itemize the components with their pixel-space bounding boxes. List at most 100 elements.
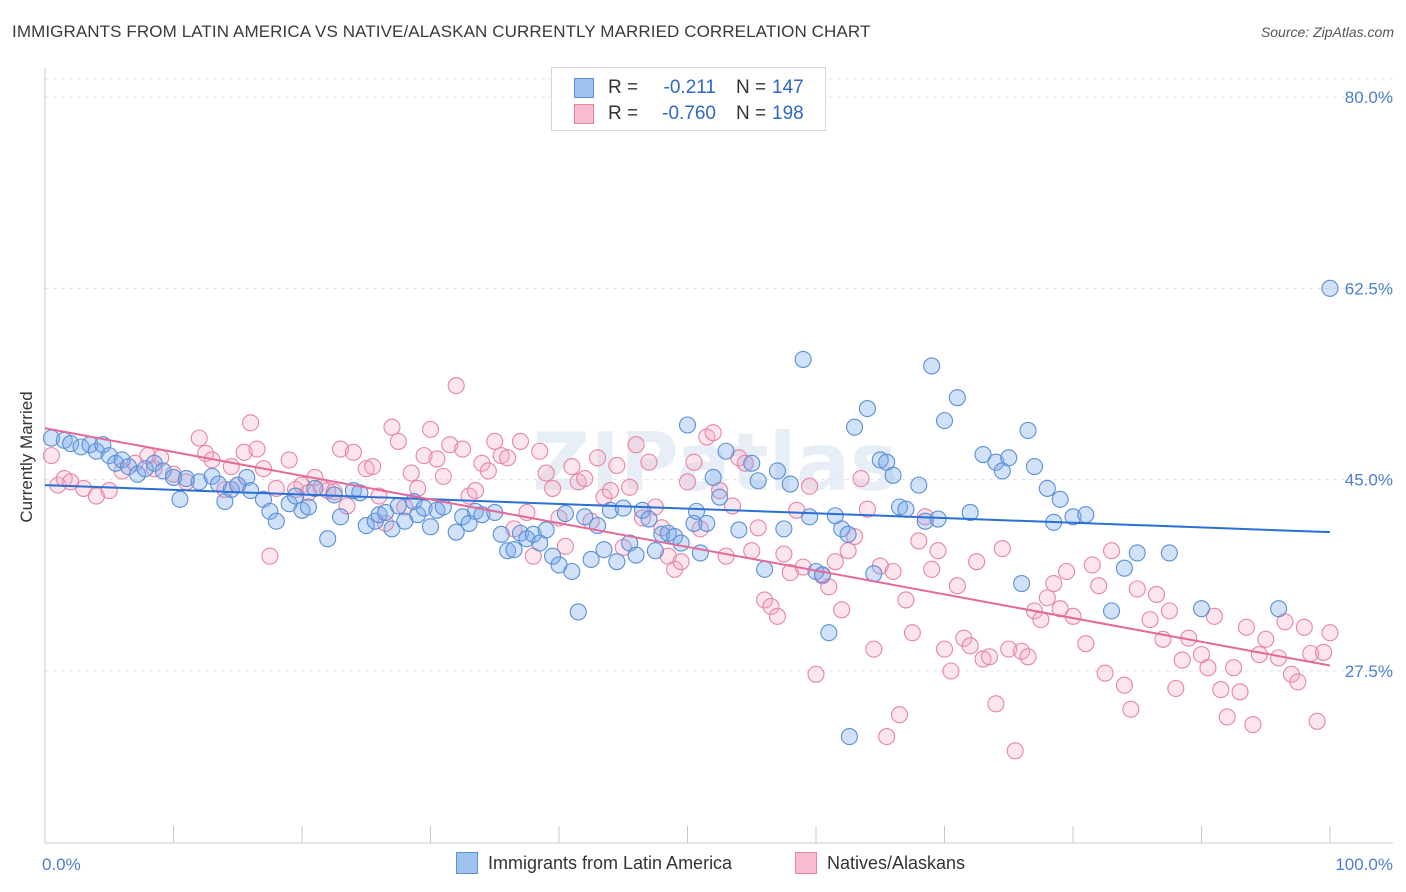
series-legend-immigrants: Immigrants from Latin America — [456, 852, 732, 874]
blue-point — [1103, 602, 1121, 620]
pink-point — [1006, 742, 1024, 760]
pink-point — [852, 470, 870, 488]
pink-point — [531, 442, 549, 460]
pink-point — [884, 562, 902, 581]
blue-point — [261, 502, 279, 520]
legend-r-label: R = — [608, 103, 639, 124]
legend-n-value: 147 — [772, 77, 804, 98]
pink-point — [1115, 676, 1133, 694]
pink-point — [858, 500, 876, 518]
blue-point — [1019, 421, 1037, 440]
blue-point — [242, 482, 260, 500]
blue-point — [672, 534, 690, 552]
pink-point — [1083, 556, 1101, 574]
blue-point — [801, 508, 819, 526]
series-legend-natives: Natives/Alaskans — [795, 852, 965, 874]
trend-line-blue — [44, 484, 1331, 534]
blue-point — [871, 451, 889, 469]
pink-point — [1257, 630, 1275, 648]
pink-point — [441, 436, 459, 454]
pink-point — [75, 479, 93, 497]
blue-point — [974, 445, 992, 464]
blue-point — [447, 523, 465, 541]
pink-point — [1141, 611, 1159, 629]
blue-point — [839, 525, 857, 543]
blue-point — [421, 518, 440, 536]
pink-point — [344, 443, 362, 461]
pink-point — [608, 456, 626, 475]
pink-point — [807, 665, 825, 683]
series-swatch-pink — [795, 852, 817, 874]
pink-point — [601, 482, 619, 500]
blue-point — [608, 553, 626, 571]
pink-point — [910, 532, 928, 550]
pink-point — [1167, 679, 1185, 698]
blue-point — [569, 603, 587, 621]
blue-point — [749, 472, 767, 490]
y-tick-label: 80.0% — [1345, 88, 1393, 107]
pink-point — [672, 553, 690, 571]
series-swatch-blue — [456, 852, 478, 874]
blue-point — [813, 566, 831, 584]
blue-point — [961, 503, 979, 522]
pink-point — [1289, 673, 1307, 691]
pink-point — [383, 418, 401, 436]
pink-point — [717, 547, 735, 565]
chart-title: IMMIGRANTS FROM LATIN AMERICA VS NATIVE/… — [12, 22, 871, 41]
blue-point — [524, 525, 542, 543]
pink-point — [563, 457, 581, 476]
pink-point — [878, 728, 896, 746]
blue-point — [704, 468, 722, 487]
blue-point — [614, 499, 632, 517]
legend-row-natives: R = -0.760 N = 198 — [574, 102, 804, 126]
blue-point — [845, 418, 864, 436]
pink-point — [588, 449, 607, 467]
pink-point — [1212, 681, 1230, 699]
pink-point — [499, 449, 517, 467]
pink-point — [466, 482, 485, 500]
blue-point — [678, 416, 697, 434]
legend-r-value: -0.211 — [663, 77, 716, 98]
pink-point — [1000, 640, 1018, 658]
pink-point — [1315, 643, 1333, 661]
blue-point — [1192, 600, 1211, 618]
source-credit: Source: ZipAtlas.com — [1260, 24, 1394, 40]
y-tick-label: 62.5% — [1345, 279, 1393, 298]
pink-point — [1128, 580, 1146, 598]
pink-point — [479, 462, 497, 480]
pink-point — [492, 447, 510, 465]
legend-row-immigrants: R = -0.211 N = 147 — [574, 76, 804, 100]
pink-point — [454, 440, 472, 458]
pink-point — [756, 591, 774, 609]
pink-point — [1045, 574, 1063, 593]
pink-point — [248, 440, 266, 458]
x-tick-label: 0.0% — [42, 855, 81, 874]
blue-point — [820, 624, 838, 642]
pink-point — [1205, 607, 1223, 625]
pink-point — [87, 487, 105, 505]
blue-point — [768, 462, 787, 480]
blue-point — [299, 498, 317, 516]
pink-point — [576, 470, 594, 488]
pink-point — [923, 560, 941, 578]
pink-point — [993, 539, 1011, 558]
pink-point — [1038, 589, 1056, 607]
blue-point — [923, 357, 941, 375]
blue-point — [357, 517, 375, 535]
legend-swatch-blue — [574, 78, 594, 98]
pink-point — [678, 473, 697, 491]
pink-point — [421, 420, 440, 438]
y-tick-label: 45.0% — [1345, 471, 1393, 490]
series-legend: Immigrants from Latin America Natives/Al… — [0, 852, 1406, 878]
pink-point — [1250, 646, 1268, 664]
blue-point — [556, 505, 574, 523]
pink-point — [801, 477, 819, 495]
legend-r-label: R = — [608, 77, 639, 98]
pink-point — [1308, 712, 1326, 730]
blue-point — [840, 728, 858, 746]
pink-point — [280, 451, 298, 469]
blue-point — [1115, 559, 1133, 577]
blue-point — [711, 488, 729, 506]
pink-point — [261, 547, 279, 565]
